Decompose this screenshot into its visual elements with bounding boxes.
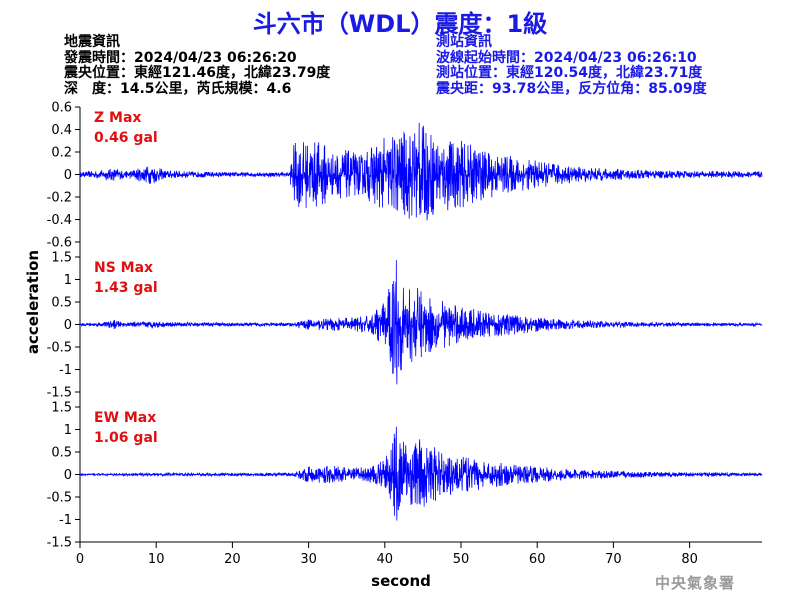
origin-time: 發震時間：2024/04/23 06:26:20 (64, 49, 297, 66)
ns-y-tick-label: -1 (59, 363, 72, 378)
ns-y-tick-label: 0.5 (51, 296, 72, 311)
ns-y-tick-label: 1 (64, 273, 72, 288)
x-tick-label: 40 (377, 552, 394, 567)
ns-max-label: NS Max (94, 260, 153, 276)
z-y-tick-label: -0.6 (47, 236, 72, 251)
z-y-tick-label: 0.4 (51, 123, 72, 138)
z-y-tick-label: 0 (64, 168, 72, 183)
x-tick-label: 10 (148, 552, 165, 567)
epicenter-location: 震央位置：東經121.46度，北緯23.79度 (64, 65, 331, 81)
ew-y-tick-label: 1 (64, 423, 72, 438)
ns-y-tick-label: 1.5 (51, 251, 72, 266)
ew-max-label: EW Max (94, 410, 156, 426)
z-max-value: 0.46 gal (94, 130, 158, 146)
station-info: 測站資訊 波線起始時間：2024/04/23 06:26:10 測站位置：東經1… (436, 34, 707, 97)
x-tick-label: 70 (605, 552, 622, 567)
waveform-onset-time: 波線起始時間：2024/04/23 06:26:10 (436, 49, 697, 66)
chart-title: 斗六市（WDL）震度：1級 (252, 10, 548, 38)
z-y-tick-label: -0.4 (47, 213, 72, 228)
ns-y-tick-label: 0 (64, 318, 72, 333)
z-y-tick-label: 0.2 (51, 146, 72, 161)
ew-y-tick-label: 0 (64, 468, 72, 483)
x-tick-label: 50 (453, 552, 470, 567)
x-tick-label: 20 (224, 552, 241, 567)
station-info-heading: 測站資訊 (436, 34, 492, 50)
depth-magnitude: 深 度：14.5公里，芮氏規模：4.6 (64, 80, 292, 97)
agency-credit: 中央氣象署 (655, 574, 736, 592)
ew-y-tick-label: -0.5 (47, 491, 72, 506)
z-waveform-trace (79, 122, 763, 221)
x-tick-label: 60 (529, 552, 546, 567)
ew-y-tick-label: 1.5 (51, 401, 72, 416)
x-tick-label: 0 (76, 552, 84, 567)
z-max-label: Z Max (94, 110, 141, 126)
y-axis-label: acceleration (24, 250, 42, 354)
ns-y-tick-label: -1.5 (47, 386, 72, 401)
ew-max-value: 1.06 gal (94, 430, 158, 446)
ew-y-tick-label: -1 (59, 513, 72, 528)
z-y-tick-label: -0.2 (47, 191, 72, 206)
x-tick-label: 80 (681, 552, 698, 567)
ew-waveform-trace (79, 426, 763, 521)
x-axis-label: second (371, 572, 431, 590)
earthquake-info: 地震資訊 發震時間：2024/04/23 06:26:20 震央位置：東經121… (64, 34, 331, 97)
x-tick-label: 30 (300, 552, 317, 567)
station-location: 測站位置：東經120.54度，北緯23.71度 (436, 65, 703, 81)
ns-y-tick-label: -0.5 (47, 341, 72, 356)
earthquake-info-heading: 地震資訊 (64, 34, 120, 50)
ew-y-tick-label: 0.5 (51, 446, 72, 461)
ns-waveform-trace (79, 260, 763, 385)
ns-max-value: 1.43 gal (94, 280, 158, 296)
ew-y-tick-label: -1.5 (47, 536, 72, 551)
z-y-tick-label: 0.6 (51, 101, 72, 116)
epicentral-distance-azimuth: 震央距：93.78公里，反方位角：85.09度 (436, 80, 707, 97)
